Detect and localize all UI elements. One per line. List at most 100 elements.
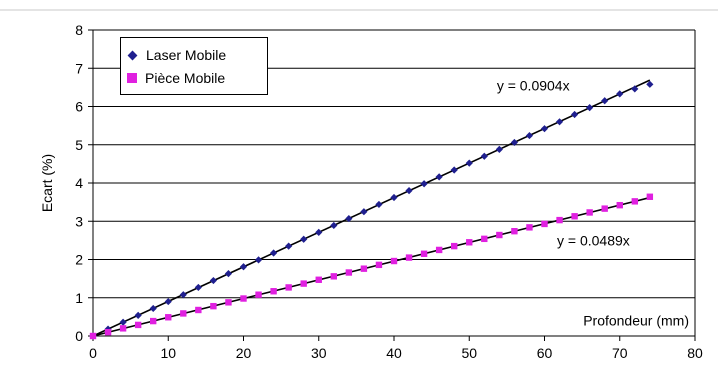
x-tick-label-80: 80 <box>687 345 703 361</box>
y-tick-label-0: 0 <box>75 328 83 344</box>
point-laser-mobile <box>315 228 323 236</box>
point-laser-mobile <box>254 256 263 264</box>
point-laser-mobile <box>194 283 202 292</box>
point-laser-mobile <box>616 90 624 98</box>
point-laser-mobile <box>586 104 594 112</box>
legend-item-piece-mobile: Pièce Mobile <box>127 68 225 88</box>
point-piece-mobile <box>511 227 518 235</box>
x-tick-label-30: 30 <box>311 345 327 361</box>
square-marker-icon <box>127 73 137 83</box>
y-tick-label-8: 8 <box>75 22 83 38</box>
point-laser-mobile <box>164 297 172 306</box>
x-tick-label-50: 50 <box>461 345 477 361</box>
point-piece-mobile <box>405 254 413 261</box>
y-tick-label-3: 3 <box>75 213 83 229</box>
point-piece-mobile <box>180 310 187 317</box>
x-tick-label-0: 0 <box>89 345 97 361</box>
label-layer: y = 0.0904x y = 0.0489x <box>497 77 630 248</box>
legend-label-piece-mobile: Pièce Mobile <box>145 70 226 86</box>
point-piece-mobile <box>150 317 157 325</box>
point-piece-mobile <box>89 332 97 340</box>
point-laser-mobile <box>134 311 142 319</box>
point-laser-mobile <box>450 166 458 174</box>
point-laser-mobile <box>300 235 308 243</box>
y-tick-label-1: 1 <box>75 290 83 306</box>
point-laser-mobile <box>480 152 488 160</box>
point-piece-mobile <box>601 205 608 212</box>
point-piece-mobile <box>496 231 503 239</box>
point-laser-mobile <box>540 125 549 133</box>
point-laser-mobile <box>360 208 368 216</box>
point-piece-mobile <box>541 220 548 228</box>
point-piece-mobile <box>270 288 277 295</box>
point-laser-mobile <box>420 180 428 188</box>
point-laser-mobile <box>525 131 534 140</box>
x-tick-label-70: 70 <box>612 345 628 361</box>
diamond-marker-icon <box>127 50 138 60</box>
points-layer <box>89 80 654 340</box>
point-piece-mobile <box>481 235 488 243</box>
point-laser-mobile <box>495 145 503 153</box>
point-piece-mobile <box>195 306 202 314</box>
point-piece-mobile <box>375 261 383 269</box>
point-laser-mobile <box>646 80 654 88</box>
point-piece-mobile <box>240 295 247 302</box>
x-tick-label-60: 60 <box>537 345 553 361</box>
point-laser-mobile <box>405 187 413 195</box>
point-piece-mobile <box>210 302 217 310</box>
point-laser-mobile <box>345 214 353 223</box>
point-piece-mobile <box>616 201 623 209</box>
legend-item-laser-mobile: Laser Mobile <box>127 45 226 65</box>
point-piece-mobile <box>451 242 458 250</box>
point-piece-mobile <box>330 273 337 280</box>
point-piece-mobile <box>300 280 307 287</box>
point-laser-mobile <box>270 249 278 257</box>
trendline-piece-mobile <box>92 196 651 337</box>
point-laser-mobile <box>555 118 564 126</box>
legend: Laser Mobile Pièce Mobile <box>120 37 268 95</box>
point-laser-mobile <box>601 97 609 105</box>
y-tick-label-5: 5 <box>75 137 83 153</box>
point-piece-mobile <box>526 224 533 231</box>
x-tick-label-20: 20 <box>236 345 252 361</box>
point-laser-mobile <box>510 138 518 147</box>
point-laser-mobile <box>571 110 579 119</box>
point-laser-mobile <box>179 291 187 299</box>
x-axis-title: Profondeur (mm) <box>583 313 689 329</box>
point-laser-mobile <box>375 200 383 209</box>
trendline-equation-piece-mobile: y = 0.0489x <box>557 232 630 248</box>
point-piece-mobile <box>420 250 428 257</box>
y-tick-label-7: 7 <box>75 60 83 76</box>
point-piece-mobile <box>390 257 398 265</box>
point-piece-mobile <box>646 193 654 200</box>
point-piece-mobile <box>571 213 578 220</box>
point-piece-mobile <box>315 276 322 283</box>
x-tick-label-10: 10 <box>160 345 176 361</box>
point-piece-mobile <box>225 299 232 306</box>
y-tick-label-2: 2 <box>75 252 83 268</box>
point-piece-mobile <box>631 198 638 205</box>
point-laser-mobile <box>330 221 338 230</box>
point-piece-mobile <box>104 328 112 336</box>
y-tick-label-4: 4 <box>75 175 83 191</box>
point-laser-mobile <box>465 159 473 167</box>
point-piece-mobile <box>345 269 353 276</box>
trendline-equation-laser-mobile: y = 0.0904x <box>497 77 570 93</box>
point-laser-mobile <box>390 193 398 202</box>
point-piece-mobile <box>556 216 563 224</box>
point-piece-mobile <box>435 246 443 254</box>
point-piece-mobile <box>119 325 127 332</box>
x-tick-label-40: 40 <box>386 345 402 361</box>
point-piece-mobile <box>285 284 292 291</box>
point-laser-mobile <box>224 270 233 278</box>
y-axis-title: Ecart (%) <box>39 154 55 212</box>
point-laser-mobile <box>149 304 157 313</box>
point-laser-mobile <box>631 85 639 93</box>
point-laser-mobile <box>285 242 293 250</box>
point-laser-mobile <box>119 318 127 326</box>
point-piece-mobile <box>466 239 473 246</box>
point-piece-mobile <box>255 291 262 298</box>
point-piece-mobile <box>165 314 172 321</box>
